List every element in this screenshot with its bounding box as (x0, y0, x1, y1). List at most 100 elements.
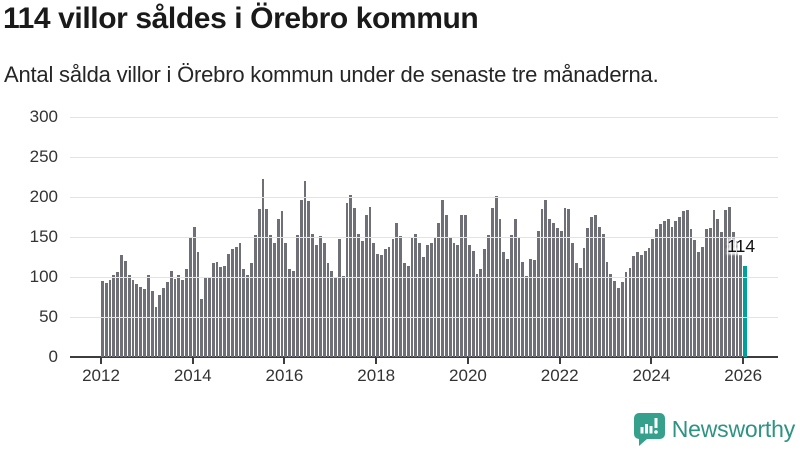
bar (636, 252, 639, 357)
bar (712, 209, 716, 357)
bar (479, 269, 483, 357)
bar (701, 247, 704, 357)
bar (307, 201, 311, 357)
bar (624, 272, 628, 357)
bar (288, 269, 292, 357)
bar (414, 233, 418, 357)
bar (582, 248, 586, 357)
bar (227, 253, 230, 357)
bar (662, 221, 666, 357)
bar (445, 215, 448, 357)
gridline (70, 117, 778, 118)
bar (402, 263, 406, 357)
y-tick-label: 300 (29, 107, 58, 126)
bar (418, 243, 422, 357)
bar (670, 226, 674, 357)
bar (368, 206, 372, 357)
bar (131, 280, 135, 357)
bar (181, 280, 185, 357)
x-tick-label: 2022 (540, 366, 579, 385)
bar (146, 274, 150, 357)
bar (437, 222, 441, 357)
bar (651, 239, 655, 357)
bar (498, 219, 502, 357)
bar (548, 219, 552, 357)
bar (383, 249, 387, 357)
bar (529, 258, 532, 357)
bar (169, 270, 173, 357)
bar (273, 243, 276, 357)
bar (311, 233, 315, 357)
bar (280, 210, 284, 357)
x-tick-label: 2018 (357, 366, 396, 385)
x-tick (650, 358, 653, 364)
bar (724, 209, 727, 357)
bar (211, 263, 215, 357)
bar (731, 232, 735, 357)
bar (250, 263, 253, 357)
newsworthy-logo[interactable]: Newsworthy (633, 413, 795, 446)
bar (242, 269, 246, 357)
bar (727, 207, 731, 357)
x-tick (375, 358, 378, 364)
gridline (70, 157, 778, 158)
bar (490, 208, 494, 357)
bar (330, 271, 334, 357)
y-tick-label: 50 (39, 307, 58, 326)
chart-plot-area: 114 2012 2014 2016 2018 2020 2022 2024 2026 (70, 117, 778, 385)
bar (682, 211, 685, 357)
bar (425, 245, 429, 357)
bar (196, 252, 200, 357)
bar (123, 261, 127, 357)
bar (471, 250, 475, 357)
bar (360, 241, 364, 357)
bar (555, 228, 559, 357)
bar (223, 265, 227, 357)
bar (238, 242, 242, 357)
bar (708, 228, 712, 357)
bar (605, 261, 609, 357)
bar (632, 256, 636, 357)
newsworthy-brand-text: Newsworthy (671, 416, 795, 442)
x-tick-label: 2026 (724, 366, 763, 385)
bar (257, 209, 261, 357)
bar (464, 214, 467, 357)
bar (101, 281, 104, 357)
bar (185, 269, 188, 357)
bar (200, 298, 204, 357)
bar (525, 276, 529, 357)
bar (647, 248, 651, 357)
bar (341, 276, 345, 357)
bar (158, 295, 162, 357)
bar (230, 249, 234, 357)
bar (617, 288, 620, 357)
bar (391, 239, 395, 357)
bar (299, 200, 303, 357)
bar (108, 280, 112, 357)
bar (689, 229, 693, 357)
bar (261, 179, 265, 357)
x-tick (466, 358, 469, 364)
bar (295, 234, 299, 357)
bar (150, 290, 154, 357)
x-tick (558, 358, 561, 364)
gridline (70, 197, 778, 198)
bar (563, 208, 567, 357)
y-tick-label: 250 (29, 147, 58, 166)
bar (143, 289, 146, 357)
bar (571, 242, 574, 357)
bar (429, 243, 433, 357)
bar (364, 214, 368, 357)
bar (303, 181, 307, 357)
bar (177, 274, 181, 357)
bar (739, 254, 743, 357)
bar (165, 281, 169, 357)
bar (502, 252, 506, 357)
bar (387, 246, 391, 357)
bar (540, 209, 544, 357)
bar (234, 246, 238, 357)
x-tick (283, 358, 286, 364)
bar (120, 255, 123, 357)
bar (552, 223, 555, 357)
